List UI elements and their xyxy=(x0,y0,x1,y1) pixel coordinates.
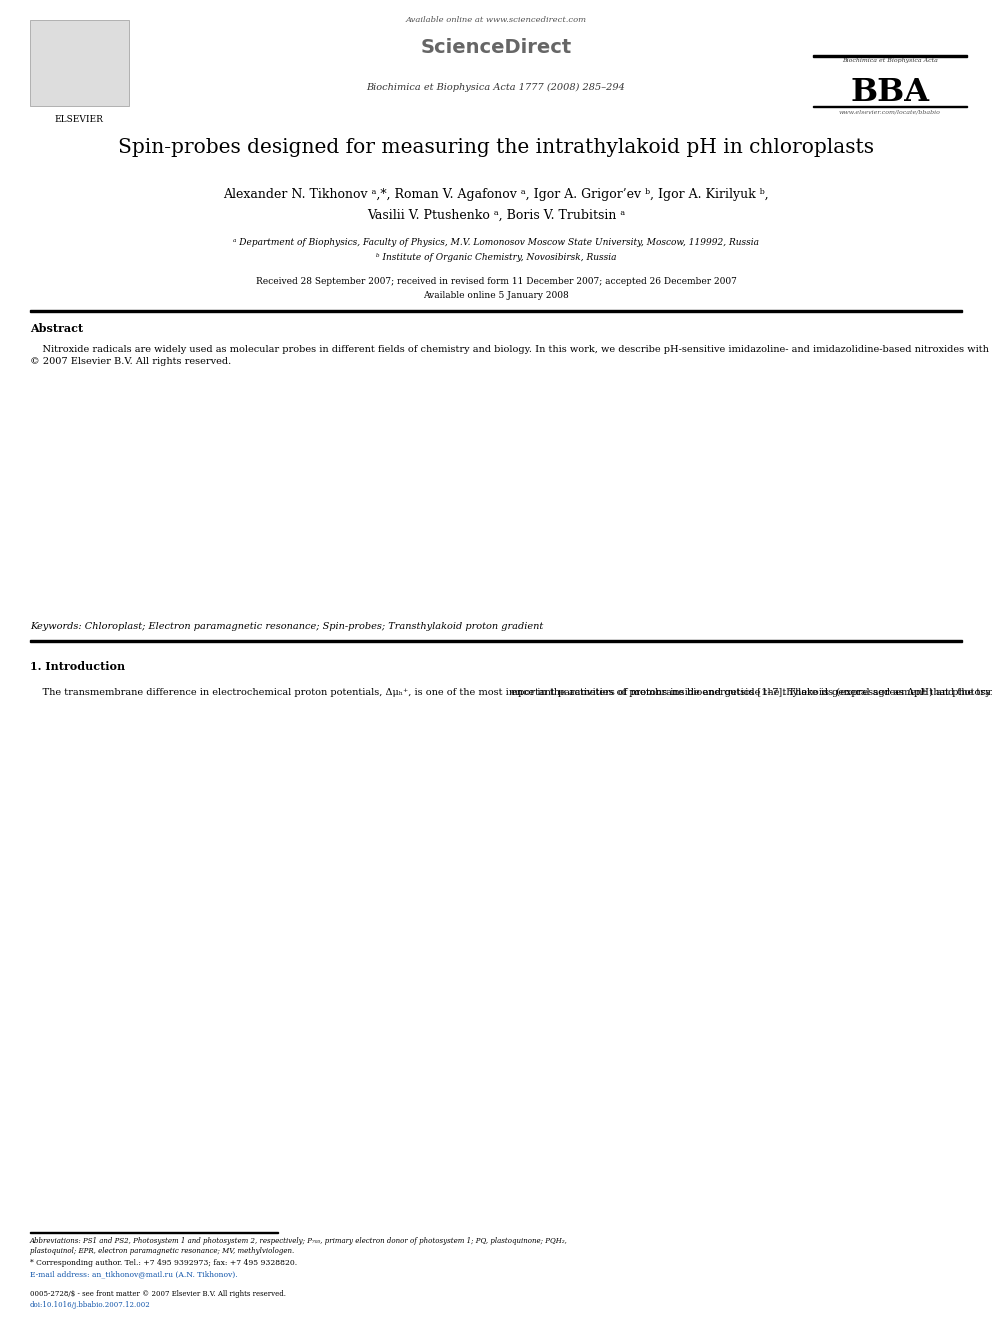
Text: ScienceDirect: ScienceDirect xyxy=(421,38,571,57)
Text: Alexander N. Tikhonov ᵃ,*, Roman V. Agafonov ᵃ, Igor A. Grigor’ev ᵇ, Igor A. Kir: Alexander N. Tikhonov ᵃ,*, Roman V. Agaf… xyxy=(223,188,769,201)
Text: 1. Introduction: 1. Introduction xyxy=(30,662,125,672)
Text: Available online 5 January 2008: Available online 5 January 2008 xyxy=(424,291,568,300)
Text: The transmembrane difference in electrochemical proton potentials, Δμₕ⁺, is one : The transmembrane difference in electroc… xyxy=(30,688,992,697)
Text: ence in the activities of protons inside and outside the thylakoids (expressed a: ence in the activities of protons inside… xyxy=(511,688,992,697)
Bar xyxy=(813,106,967,107)
Text: Abbreviations: PS1 and PS2, Photosystem 1 and photosystem 2, respectively; P₇₀₀,: Abbreviations: PS1 and PS2, Photosystem … xyxy=(30,1237,567,1254)
Text: ELSEVIER: ELSEVIER xyxy=(55,115,104,124)
Text: ᵇ Institute of Organic Chemistry, Novosibirsk, Russia: ᵇ Institute of Organic Chemistry, Novosi… xyxy=(376,253,616,262)
Bar xyxy=(30,20,129,106)
Text: Biochimica et Biophysica Acta 1777 (2008) 285–294: Biochimica et Biophysica Acta 1777 (2008… xyxy=(367,83,625,93)
Text: www.elsevier.com/locate/bbabio: www.elsevier.com/locate/bbabio xyxy=(839,110,940,115)
Text: ᵃ Department of Biophysics, Faculty of Physics, M.V. Lomonosov Moscow State Univ: ᵃ Department of Biophysics, Faculty of P… xyxy=(233,238,759,247)
Text: E-mail address: an_tikhonov@mail.ru (A.N. Tikhonov).: E-mail address: an_tikhonov@mail.ru (A.N… xyxy=(30,1270,237,1278)
Text: Biochimica et Biophysica Acta: Biochimica et Biophysica Acta xyxy=(842,58,937,64)
Text: Available online at www.sciencedirect.com: Available online at www.sciencedirect.co… xyxy=(406,16,586,24)
Text: * Corresponding author. Tel.: +7 495 9392973; fax: +7 495 9328820.: * Corresponding author. Tel.: +7 495 939… xyxy=(30,1259,297,1267)
Text: BBA: BBA xyxy=(850,77,930,107)
Text: Received 28 September 2007; received in revised form 11 December 2007; accepted : Received 28 September 2007; received in … xyxy=(256,277,736,286)
Bar xyxy=(30,640,962,642)
Text: Vasilii V. Ptushenko ᵃ, Boris V. Trubitsin ᵃ: Vasilii V. Ptushenko ᵃ, Boris V. Trubits… xyxy=(367,209,625,222)
Text: Abstract: Abstract xyxy=(30,323,83,333)
Text: Keywords: Chloroplast; Electron paramagnetic resonance; Spin-probes; Transthylak: Keywords: Chloroplast; Electron paramagn… xyxy=(30,622,543,631)
Text: Spin-probes designed for measuring the intrathylakoid pH in chloroplasts: Spin-probes designed for measuring the i… xyxy=(118,138,874,156)
Text: doi:10.1016/j.bbabio.2007.12.002: doi:10.1016/j.bbabio.2007.12.002 xyxy=(30,1301,151,1308)
Text: 0005-2728/$ - see front matter © 2007 Elsevier B.V. All rights reserved.: 0005-2728/$ - see front matter © 2007 El… xyxy=(30,1290,286,1298)
Bar xyxy=(813,56,967,57)
Text: Nitroxide radicals are widely used as molecular probes in different fields of ch: Nitroxide radicals are widely used as mo… xyxy=(30,345,992,366)
Bar xyxy=(30,311,962,312)
